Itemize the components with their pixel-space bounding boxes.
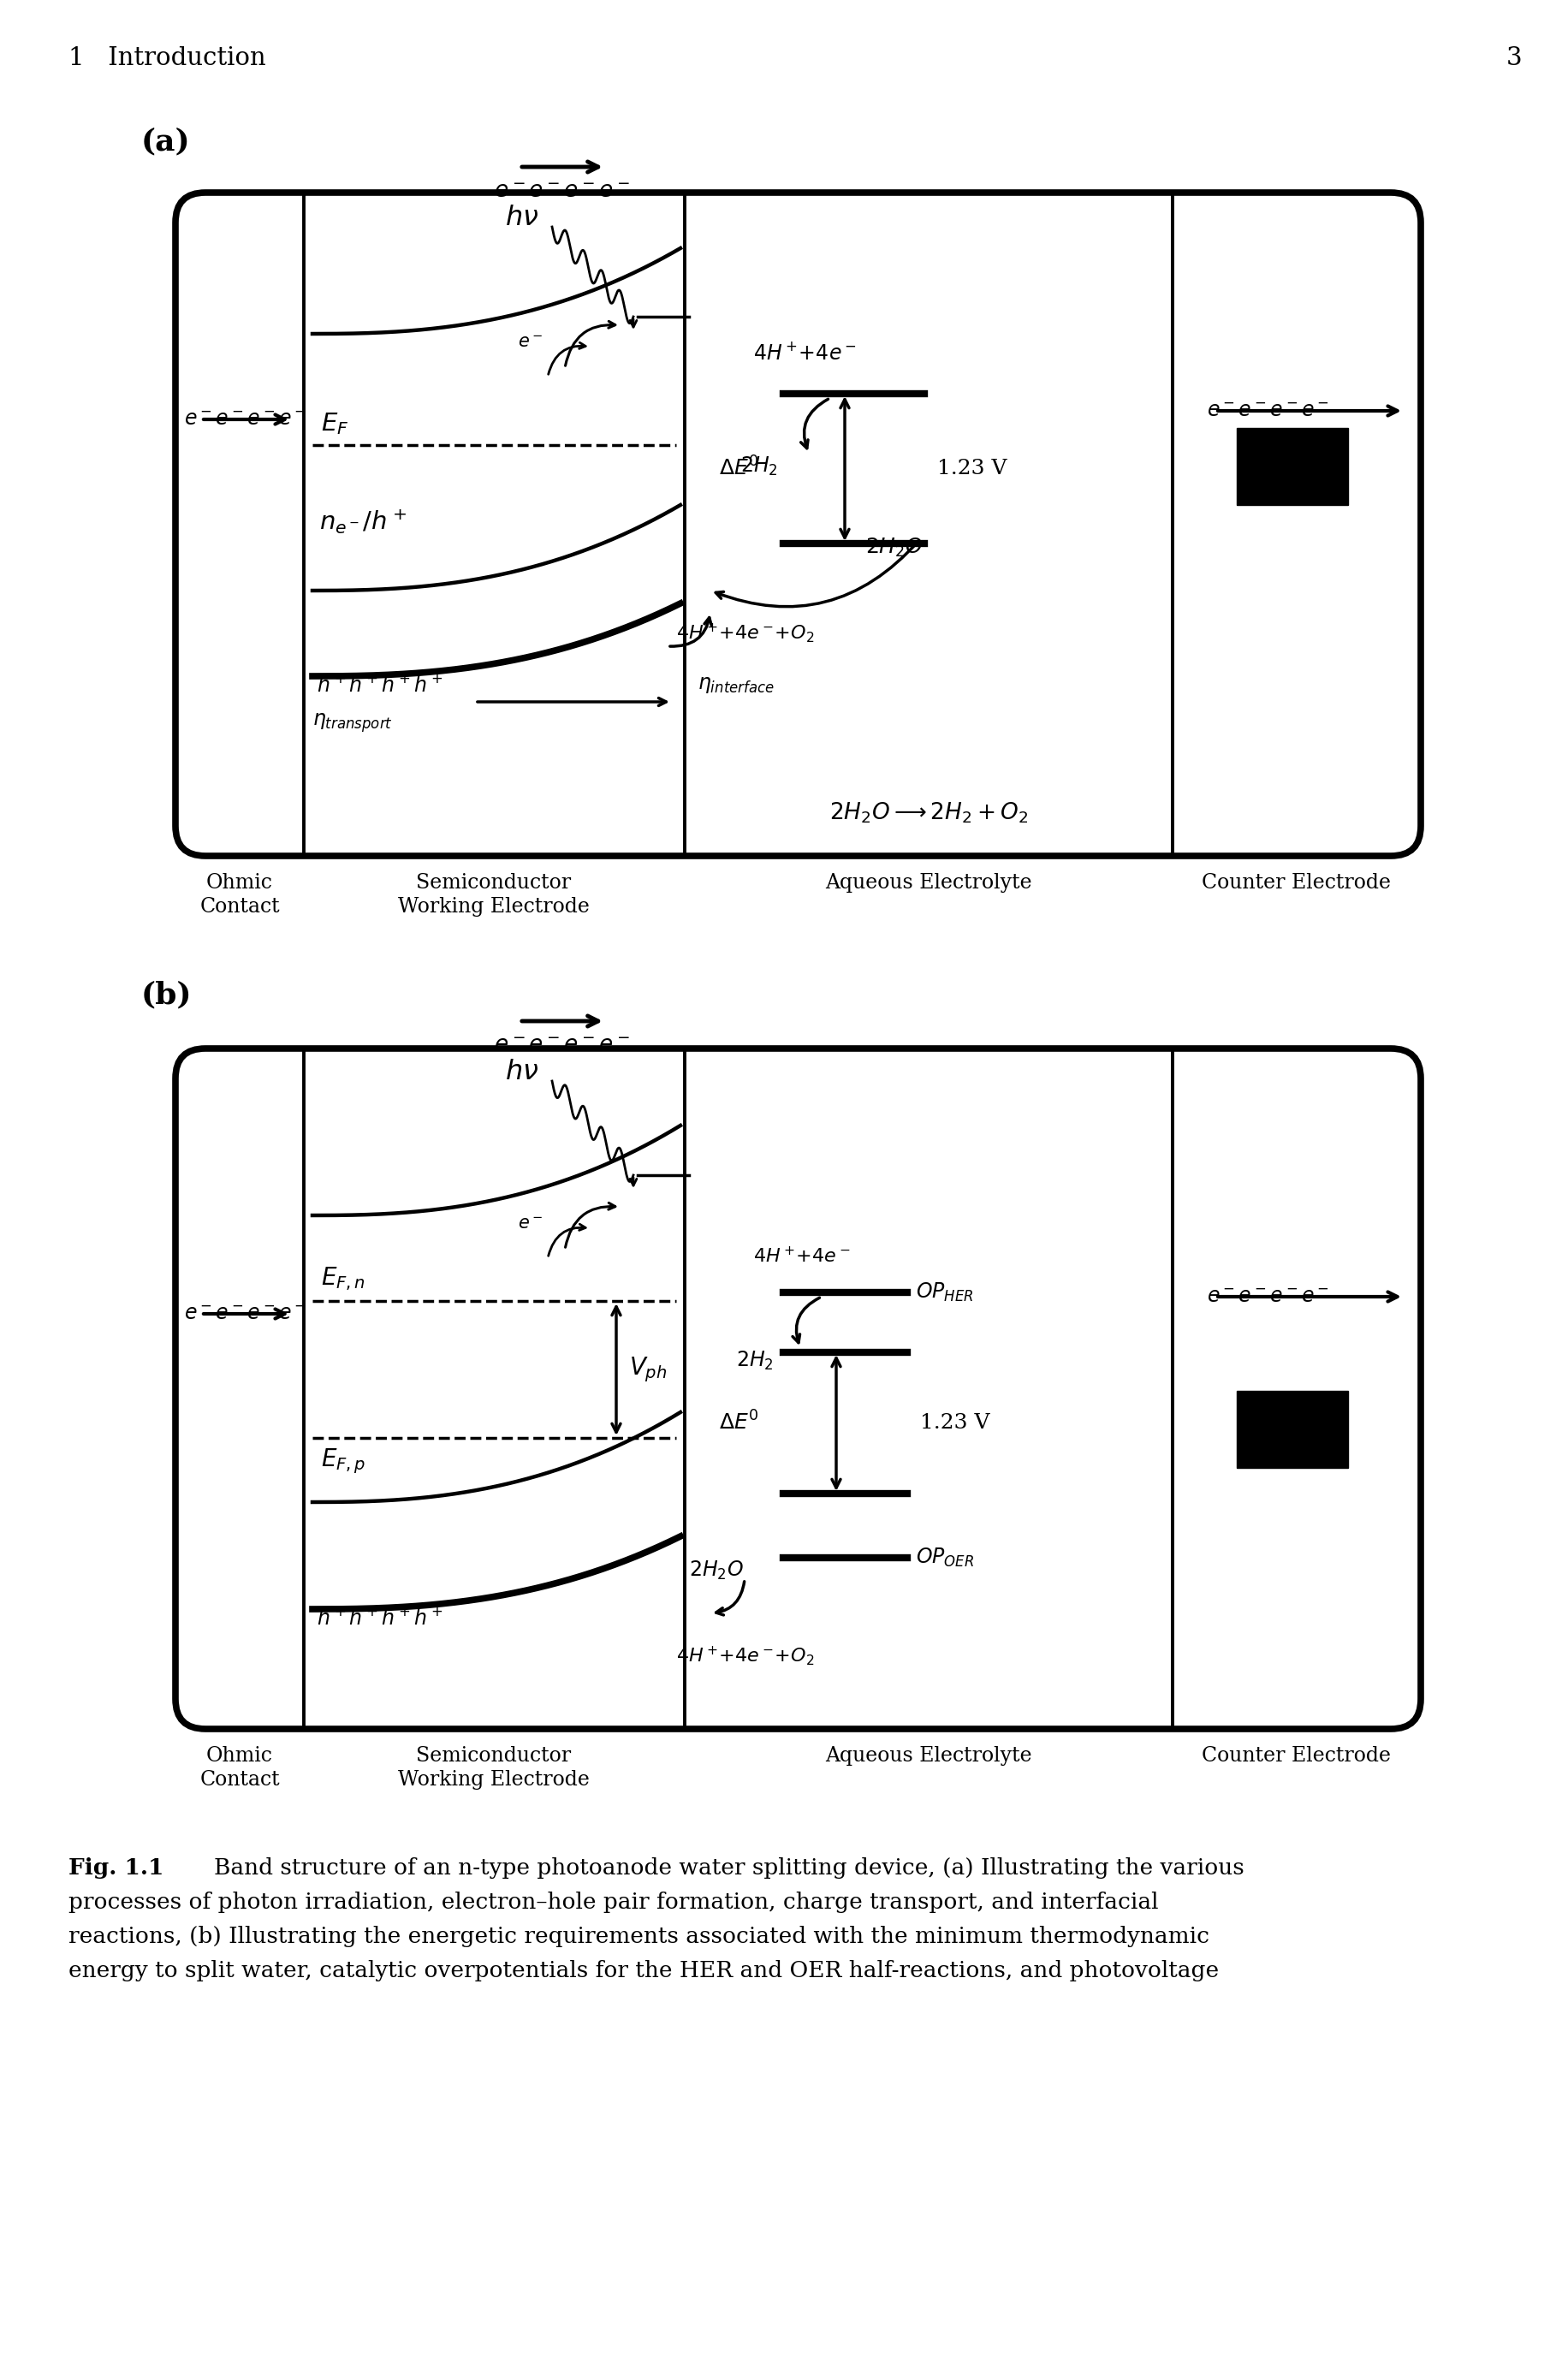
Text: Semiconductor
Working Electrode: Semiconductor Working Electrode [398, 872, 590, 917]
Text: Aqueous Electrolyte: Aqueous Electrolyte [825, 1746, 1032, 1765]
Text: $e^-e^-e^-e^-$: $e^-e^-e^-e^-$ [1206, 402, 1328, 421]
Text: $\eta_{transport}$: $\eta_{transport}$ [312, 713, 392, 734]
Text: $\eta_{interface}$: $\eta_{interface}$ [698, 675, 775, 694]
Text: $e^-$: $e^-$ [517, 1217, 543, 1233]
Text: $V_{ph}$: $V_{ph}$ [629, 1354, 666, 1383]
Text: $e^-e^-e^-e^-$: $e^-e^-e^-e^-$ [183, 409, 306, 430]
Text: $h\nu$: $h\nu$ [505, 204, 538, 230]
Text: processes of photon irradiation, electron–hole pair formation, charge transport,: processes of photon irradiation, electro… [69, 1891, 1157, 1913]
Text: $2H_2$: $2H_2$ [740, 456, 778, 478]
Text: $2H_2O \longrightarrow 2H_2 + O_2$: $2H_2O \longrightarrow 2H_2 + O_2$ [829, 801, 1027, 824]
Text: 1   Introduction: 1 Introduction [69, 45, 265, 71]
Text: $e^-e^-e^-e^-$: $e^-e^-e^-e^-$ [494, 181, 630, 202]
Text: reactions, (b) Illustrating the energetic requirements associated with the minim: reactions, (b) Illustrating the energeti… [69, 1927, 1209, 1948]
Text: $2H_2$: $2H_2$ [735, 1350, 773, 1371]
Text: $4H^+\!\!+\!4e^-\!\!+\!O_2$: $4H^+\!\!+\!4e^-\!\!+\!O_2$ [676, 1644, 814, 1668]
Text: 1.23 V: 1.23 V [936, 459, 1007, 478]
Text: $4H^+\!\!+\!4e^-\!\!+\!O_2$: $4H^+\!\!+\!4e^-\!\!+\!O_2$ [676, 623, 814, 644]
Bar [1236, 428, 1347, 506]
Text: (a): (a) [141, 126, 191, 157]
Text: Fig. 1.1: Fig. 1.1 [69, 1858, 163, 1879]
Text: 1.23 V: 1.23 V [919, 1414, 989, 1433]
Text: $\Delta E^0$: $\Delta E^0$ [718, 1411, 759, 1435]
Text: $e^-e^-e^-e^-$: $e^-e^-e^-e^-$ [494, 1034, 630, 1055]
Text: $e^-$: $e^-$ [517, 335, 543, 352]
Text: Band structure of an n-type photoanode water splitting device, (a) Illustrating : Band structure of an n-type photoanode w… [213, 1858, 1243, 1879]
Text: $e^-e^-e^-e^-$: $e^-e^-e^-e^-$ [183, 1304, 306, 1323]
Text: $4H^+\!\!+\!4e^-$: $4H^+\!\!+\!4e^-$ [753, 342, 856, 364]
Text: energy to split water, catalytic overpotentials for the HER and OER half-reactio: energy to split water, catalytic overpot… [69, 1960, 1218, 1982]
Text: $E_{F,n}$: $E_{F,n}$ [321, 1266, 365, 1293]
Text: $E_F$: $E_F$ [321, 411, 348, 437]
Bar [1236, 1390, 1347, 1468]
Text: Semiconductor
Working Electrode: Semiconductor Working Electrode [398, 1746, 590, 1789]
Text: $OP_{OER}$: $OP_{OER}$ [916, 1547, 974, 1568]
Text: $2H_2O$: $2H_2O$ [688, 1559, 743, 1582]
Text: $n_{e^-}/h^+$: $n_{e^-}/h^+$ [318, 508, 406, 537]
Text: Counter Electrode: Counter Electrode [1201, 1746, 1391, 1765]
Text: Ohmic
Contact: Ohmic Contact [199, 872, 279, 917]
Text: $h^+h^+h^+h^+$: $h^+h^+h^+h^+$ [317, 675, 442, 696]
Text: $\Delta E^0$: $\Delta E^0$ [718, 456, 759, 480]
Text: (b): (b) [141, 979, 193, 1010]
Text: $e^-e^-e^-e^-$: $e^-e^-e^-e^-$ [1206, 1288, 1328, 1307]
Text: $2H_2O$: $2H_2O$ [866, 537, 922, 558]
Text: Aqueous Electrolyte: Aqueous Electrolyte [825, 872, 1032, 893]
Text: Counter Electrode: Counter Electrode [1201, 872, 1391, 893]
Text: $h\nu$: $h\nu$ [505, 1060, 538, 1086]
Text: $E_{F,p}$: $E_{F,p}$ [321, 1447, 365, 1475]
Text: $4H^+\!\!+\!4e^-$: $4H^+\!\!+\!4e^-$ [753, 1247, 850, 1266]
Text: $h^+h^+h^+h^+$: $h^+h^+h^+h^+$ [317, 1606, 442, 1628]
Text: 3: 3 [1505, 45, 1521, 71]
Text: $OP_{HER}$: $OP_{HER}$ [916, 1281, 974, 1304]
Text: Ohmic
Contact: Ohmic Contact [199, 1746, 279, 1789]
